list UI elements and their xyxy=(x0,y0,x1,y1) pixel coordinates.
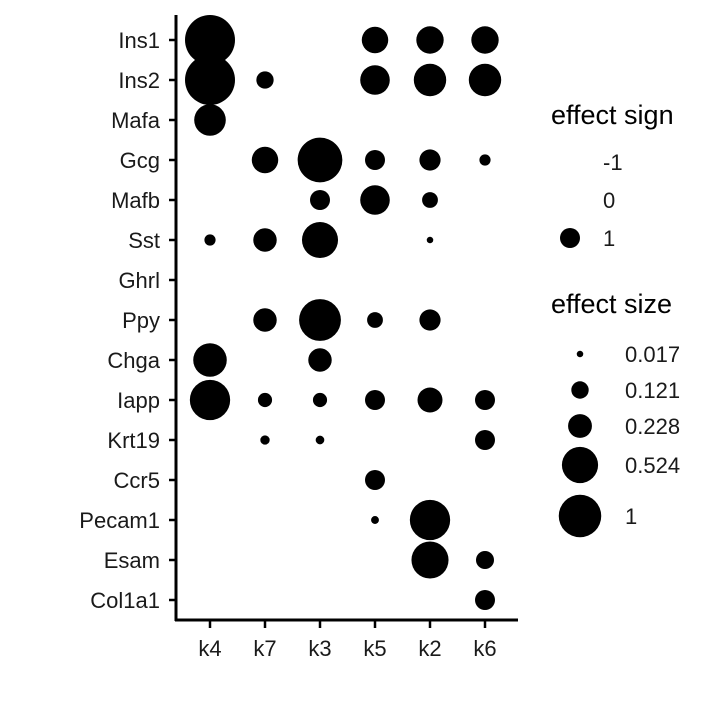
y-tick-label-sst: Sst xyxy=(128,228,160,253)
point-mafb-k3 xyxy=(310,190,330,210)
point-mafb-k2 xyxy=(422,192,438,208)
point-pecam1-k2 xyxy=(409,499,451,541)
point-ppy-k2 xyxy=(419,309,441,331)
point-ins1-k6 xyxy=(471,26,499,54)
x-tick-label-k2: k2 xyxy=(418,636,441,661)
point-gcg-k5 xyxy=(365,150,385,170)
point-gcg-k6 xyxy=(479,154,491,166)
point-iapp-k5 xyxy=(365,390,385,410)
x-tick-label-k7: k7 xyxy=(253,636,276,661)
point-sst-k7 xyxy=(253,228,277,252)
legend-size-key xyxy=(568,414,592,438)
point-col1a1-k6 xyxy=(475,590,495,610)
point-iapp-k2 xyxy=(417,387,443,413)
x-tick-label-k3: k3 xyxy=(308,636,331,661)
y-tick-label-ghrl: Ghrl xyxy=(118,268,160,293)
y-tick-label-iapp: Iapp xyxy=(117,388,160,413)
x-tick-label-k5: k5 xyxy=(363,636,386,661)
y-tick-label-chga: Chga xyxy=(107,348,160,373)
legend: effect sign -101 effect size 0.0170.1210… xyxy=(551,100,680,538)
point-gcg-k3 xyxy=(297,137,343,183)
y-tick-label-ppy: Ppy xyxy=(122,308,160,333)
point-chga-k4 xyxy=(193,343,227,377)
y-tick-label-esam: Esam xyxy=(104,548,160,573)
legend-size-key xyxy=(558,494,602,538)
y-tick-label-krt19: Krt19 xyxy=(107,428,160,453)
legend-sign-label: 1 xyxy=(603,226,615,251)
point-krt19-k6 xyxy=(475,430,495,450)
point-pecam1-k5 xyxy=(371,516,379,524)
legend-sign-key-1 xyxy=(560,228,580,248)
point-esam-k6 xyxy=(475,550,495,570)
point-krt19-k7 xyxy=(260,435,270,445)
point-ins2-k2 xyxy=(413,63,447,97)
point-ins2-k4 xyxy=(185,55,235,105)
point-iapp-k6 xyxy=(475,390,495,410)
point-ccr5-k5 xyxy=(365,470,385,490)
legend-sign-label: -1 xyxy=(603,150,623,175)
point-gcg-k7 xyxy=(251,146,279,174)
legend-size-label: 0.524 xyxy=(625,453,680,478)
x-tick-label-k6: k6 xyxy=(473,636,496,661)
legend-size-label: 0.228 xyxy=(625,414,680,439)
legend-size-title: effect size xyxy=(551,289,672,319)
point-ppy-k5 xyxy=(367,312,383,328)
point-ins1-k2 xyxy=(416,26,444,54)
legend-size-label: 0.121 xyxy=(625,378,680,403)
y-tick-label-pecam1: Pecam1 xyxy=(79,508,160,533)
legend-sign-label: 0 xyxy=(603,188,615,213)
point-ppy-k7 xyxy=(253,308,277,332)
point-iapp-k4 xyxy=(189,379,231,421)
point-chga-k3 xyxy=(308,348,332,372)
legend-sign-title: effect sign xyxy=(551,100,674,130)
x-tick-label-k4: k4 xyxy=(198,636,221,661)
legend-size-entries: 0.017 0.121 0.228 0.524 1 xyxy=(558,342,680,538)
y-tick-label-mafb: Mafb xyxy=(111,188,160,213)
x-axis-labels: k4 k7 k3 k5 k2 k6 xyxy=(198,636,496,661)
legend-size-key xyxy=(571,381,589,399)
point-mafb-k5 xyxy=(360,185,390,215)
point-ins1-k4 xyxy=(185,15,235,65)
legend-size-key xyxy=(576,350,584,358)
y-tick-label-ccr5: Ccr5 xyxy=(114,468,160,493)
point-ins2-k7 xyxy=(256,71,274,89)
y-tick-label-gcg: Gcg xyxy=(120,148,160,173)
point-ins2-k5 xyxy=(360,65,390,95)
y-tick-label-ins1: Ins1 xyxy=(118,28,160,53)
legend-size-key xyxy=(561,446,599,484)
point-sst-k3 xyxy=(301,221,339,259)
legend-size-label: 1 xyxy=(625,504,637,529)
points xyxy=(185,15,502,610)
point-iapp-k7 xyxy=(257,392,273,408)
y-tick-label-ins2: Ins2 xyxy=(118,68,160,93)
point-iapp-k3 xyxy=(312,392,328,408)
point-gcg-k2 xyxy=(419,149,441,171)
point-ins2-k6 xyxy=(468,63,502,97)
point-mafa-k4 xyxy=(194,104,226,136)
y-tick-label-col1a1: Col1a1 xyxy=(90,588,160,613)
point-ins1-k5 xyxy=(361,26,389,54)
point-esam-k2 xyxy=(411,541,449,579)
point-ppy-k3 xyxy=(299,299,341,341)
legend-sign-entries: -1 0 1 xyxy=(560,150,623,251)
legend-size-label: 0.017 xyxy=(625,342,680,367)
y-tick-label-mafa: Mafa xyxy=(111,108,161,133)
point-sst-k2 xyxy=(426,236,434,244)
point-krt19-k3 xyxy=(315,435,325,445)
y-axis-labels: Ins1 Ins2 Mafa Gcg Mafb Sst Ghrl Ppy Chga Iapp Krt… xyxy=(79,28,160,613)
point-sst-k4 xyxy=(204,234,216,246)
